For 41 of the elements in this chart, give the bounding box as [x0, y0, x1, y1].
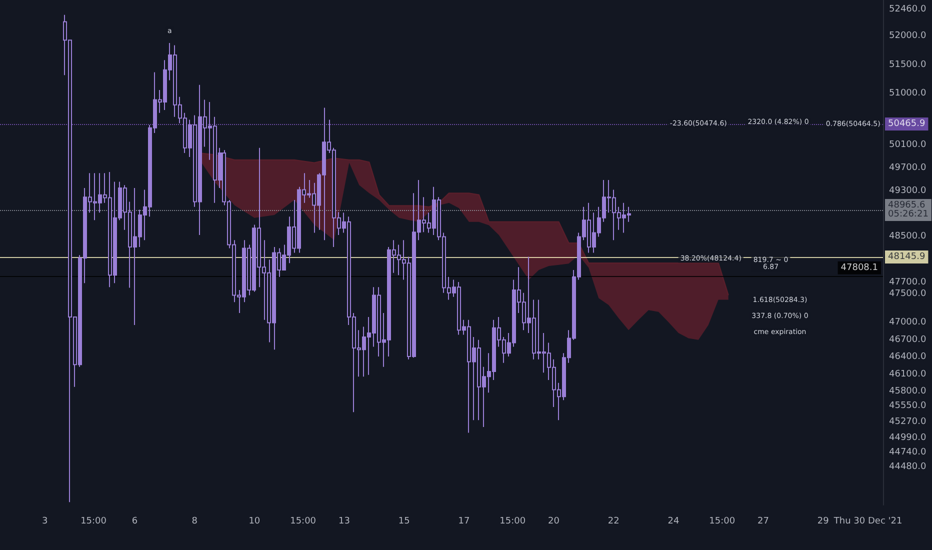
x-tick-label: 15:00 [80, 516, 107, 526]
y-tick-label: 47000.0 [889, 318, 926, 328]
x-tick-label: 13 [338, 516, 350, 526]
x-tick-label: 15:00 [290, 516, 316, 526]
x-tick-label: 8 [192, 516, 198, 526]
y-tick-label: 46100.0 [889, 369, 926, 380]
ref-line-label: 48145.9 [888, 252, 926, 262]
y-tick-label: 46400.0 [889, 352, 926, 362]
x-tick-label: 22 [608, 516, 620, 526]
x-tick-label: 10 [248, 516, 260, 526]
y-tick-label: 44740.0 [889, 447, 926, 458]
x-tick-label: Thu 30 Dec '21 [832, 516, 902, 526]
x-tick-label: 29 [817, 516, 830, 526]
x-tick-label: 15:00 [709, 516, 736, 526]
y-tick-label: 47500.0 [889, 289, 926, 300]
y-tick-label: 49700.0 [889, 162, 926, 173]
y-tick-label: 49300.0 [889, 186, 926, 196]
x-tick-label: 15:00 [500, 516, 526, 526]
y-tick-label: 45800.0 [889, 386, 926, 397]
x-tick-label: 20 [548, 516, 560, 526]
ref-line-label: 47808.1 [840, 262, 878, 273]
y-tick-label: 50100.0 [889, 140, 926, 150]
x-tick-label: 3 [42, 516, 48, 526]
x-tick-label: 24 [668, 516, 680, 526]
ref-line-label: 48965.6 05:26:21 [888, 200, 928, 220]
y-tick-label: 44990.0 [889, 432, 926, 443]
y-tick-label: 45270.0 [889, 416, 926, 427]
y-tick-label: 44480.0 [889, 462, 926, 472]
y-tick-label: 52460.0 [889, 4, 926, 15]
y-tick-label: 45550.0 [889, 400, 926, 411]
y-tick-label: 47700.0 [889, 278, 926, 288]
y-tick-label: 48500.0 [889, 232, 926, 242]
x-tick-label: 17 [458, 516, 470, 526]
y-tick-label: 51000.0 [889, 88, 926, 98]
x-tick-label: 15 [398, 516, 410, 526]
ref-line-label: 50465.9 [888, 119, 926, 130]
y-tick-label: 46700.0 [889, 334, 926, 345]
x-tick-label: 27 [758, 516, 769, 526]
x-tick-label: 6 [132, 516, 138, 526]
y-tick-label: 52000.0 [889, 31, 926, 42]
y-tick-label: 51500.0 [889, 60, 926, 70]
